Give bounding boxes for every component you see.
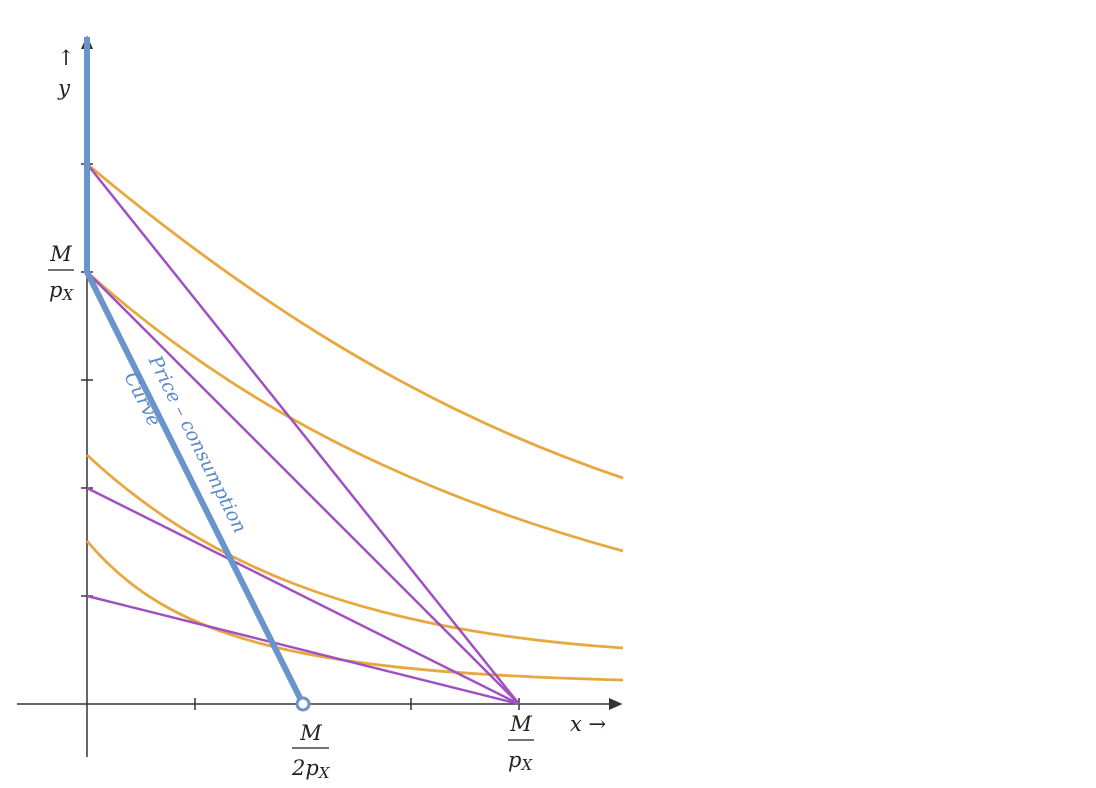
price-consumption-curve: [84, 37, 306, 706]
fraction-numerator: M: [49, 242, 72, 266]
fraction-numerator: M: [509, 712, 532, 736]
indifference-curve: [86, 453, 624, 650]
budget-line: [86, 163, 520, 705]
x-label: x →: [570, 712, 606, 736]
curve-label: Price – consumption: [143, 351, 251, 536]
fraction-denominator: 2pX: [291, 756, 331, 782]
indifference-curve: [85, 540, 624, 682]
budget-line: [86, 271, 520, 705]
y-arrow: ↑: [57, 46, 75, 70]
fraction-denominator: pX: [49, 278, 74, 304]
curve-end: [295, 696, 311, 712]
fraction-denominator: pX: [508, 748, 533, 774]
y-label: y: [57, 76, 71, 100]
budget-line: [86, 594, 520, 706]
indifference-curve: [86, 270, 624, 553]
indifference-curve: [86, 162, 624, 480]
fraction-numerator: M: [299, 721, 322, 745]
budget-line: [86, 486, 520, 706]
